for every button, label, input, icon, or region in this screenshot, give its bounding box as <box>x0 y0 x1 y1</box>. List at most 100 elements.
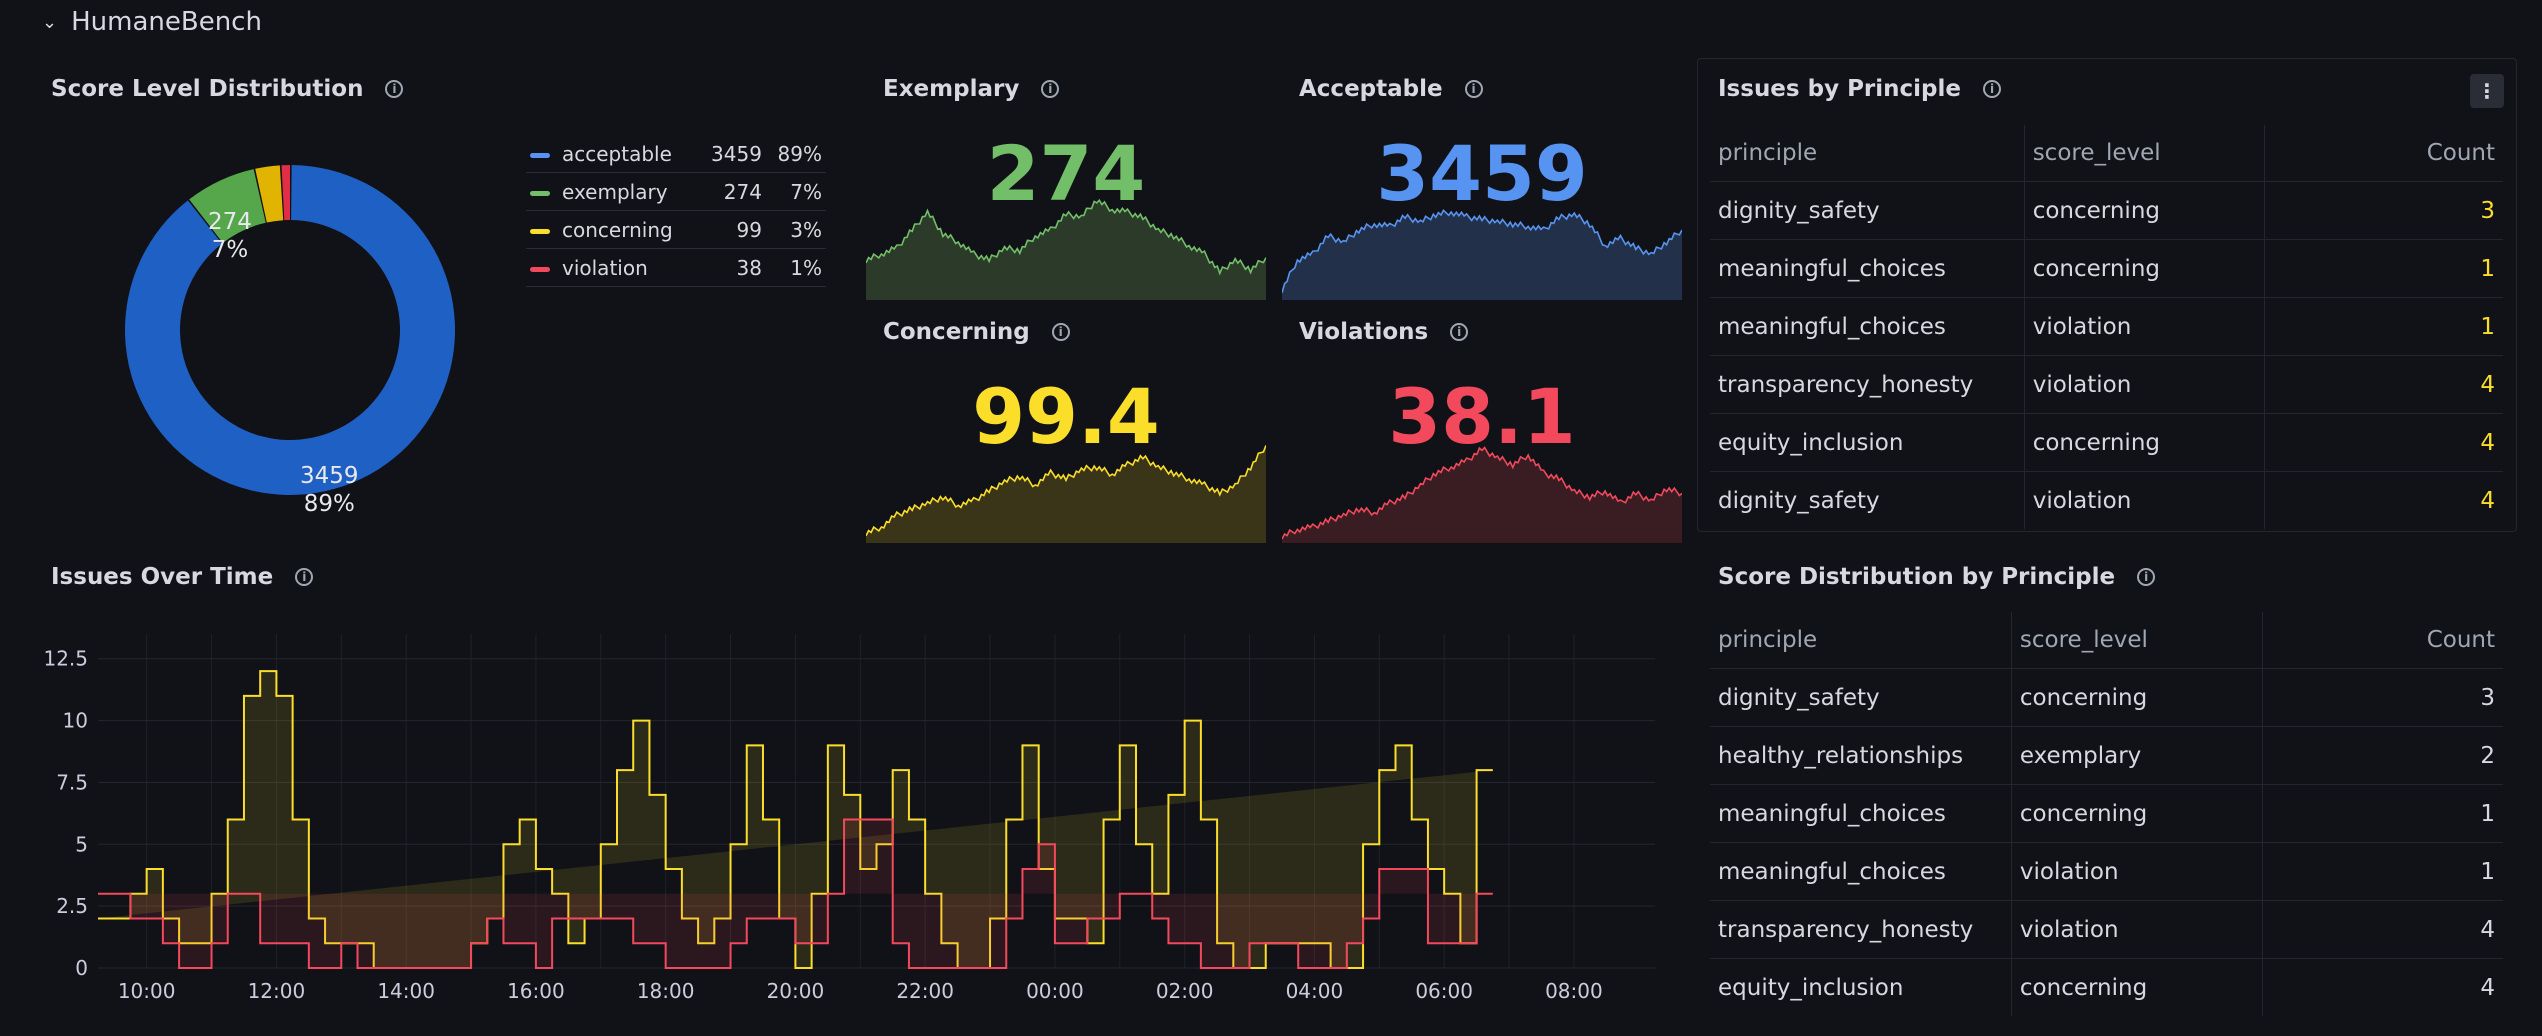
legend-count: 38 <box>698 248 766 287</box>
donut-acceptable-count: 3459 <box>300 463 359 489</box>
panel-title-text: Exemplary <box>883 76 1020 102</box>
info-icon[interactable]: i <box>385 80 404 98</box>
legend-swatch <box>530 190 550 196</box>
x-tick-label: 22:00 <box>896 979 954 1003</box>
column-header-count[interactable]: Count <box>2261 612 2503 669</box>
cell-principle: meaningful_choices <box>1710 842 2012 901</box>
sparkline-area <box>866 445 1266 543</box>
panel-menu-icon[interactable]: ⋮ <box>2470 74 2504 108</box>
info-icon[interactable]: i <box>1051 323 1070 341</box>
column-header-score-level[interactable]: score_level <box>2023 125 2265 182</box>
cell-count: 1 <box>2264 239 2503 298</box>
x-tick-label: 12:00 <box>248 979 306 1003</box>
stat-value: 274 <box>987 140 1146 218</box>
panel-title-text: Score Distribution by Principle <box>1718 564 2116 590</box>
panel-title-text: Issues Over Time <box>51 564 274 590</box>
column-header-principle[interactable]: principle <box>1718 140 1818 166</box>
donut-legend: acceptable 3459 89% exemplary 274 7% concernin… <box>526 135 826 287</box>
stat-title-acceptable: Acceptable i <box>1299 76 1483 102</box>
panel-title-text: Issues by Principle <box>1718 76 1961 102</box>
cell-principle: dignity_safety <box>1710 181 2025 240</box>
info-icon[interactable]: i <box>1041 80 1060 98</box>
column-header-score-level[interactable]: score_level <box>2010 612 2263 669</box>
panel-title-text: Score Level Distribution <box>51 76 364 102</box>
table-row: healthy_relationships exemplary 2 <box>1710 726 2503 785</box>
legend-item[interactable]: exemplary 274 7% <box>526 172 826 211</box>
table-row: meaningful_choices concerning 1 <box>1710 784 2503 843</box>
y-tick-label: 10 <box>63 709 88 733</box>
info-icon[interactable]: i <box>1464 80 1483 98</box>
donut-exemplary-count: 274 <box>208 209 252 235</box>
sparkline-line <box>1282 446 1682 540</box>
cell-principle: meaningful_choices <box>1710 239 2025 298</box>
info-icon[interactable]: i <box>1983 80 2001 98</box>
legend-item[interactable]: violation 38 1% <box>526 248 826 287</box>
donut-slice-concerning[interactable] <box>255 165 284 223</box>
x-tick-label: 16:00 <box>507 979 565 1003</box>
row-title: HumaneBench <box>71 7 262 37</box>
x-tick-label: 14:00 <box>377 979 435 1003</box>
cell-score-level: violation <box>2010 842 2263 901</box>
cell-principle: equity_inclusion <box>1710 413 2025 472</box>
table-row: dignity_safety concerning 3 <box>1710 668 2503 727</box>
cell-score-level: concerning <box>2010 958 2263 1016</box>
donut-slice-exemplary[interactable] <box>189 169 266 243</box>
y-tick-label: 2.5 <box>56 894 88 918</box>
legend-label: acceptable <box>562 141 672 166</box>
cell-count: 4 <box>2261 900 2503 959</box>
donut-slice-acceptable[interactable] <box>125 165 455 496</box>
cell-count: 1 <box>2261 842 2503 901</box>
table-header-row: principle score_level Count <box>1710 125 2503 182</box>
cell-score-level: concerning <box>2023 413 2265 472</box>
cell-principle: transparency_honesty <box>1710 355 2025 414</box>
issues-by-principle-table: principle score_level Count dignity_safety c… <box>1710 125 2503 529</box>
legend-item[interactable]: concerning 99 3% <box>526 210 826 249</box>
x-tick-label: 08:00 <box>1545 979 1603 1003</box>
donut-acceptable-pct: 89% <box>303 491 355 517</box>
row-header[interactable]: ⌄ HumaneBench <box>42 4 262 40</box>
stat-title-concerning: Concerning i <box>883 319 1070 345</box>
score-distribution-by-principle-table: principle score_level Count dignity_safety c… <box>1710 612 2503 1016</box>
cell-principle: transparency_honesty <box>1710 900 2012 959</box>
cell-score-level: violation <box>2023 471 2265 529</box>
info-icon[interactable]: i <box>2137 568 2156 586</box>
legend-count: 3459 <box>698 135 766 173</box>
column-header-principle[interactable]: principle <box>1718 627 1818 653</box>
sparkline-area <box>1282 210 1682 300</box>
info-icon[interactable]: i <box>295 568 314 586</box>
cell-score-level: concerning <box>2010 784 2263 843</box>
cell-score-level: exemplary <box>2010 726 2263 785</box>
x-tick-label: 18:00 <box>637 979 695 1003</box>
series-line-violation[interactable] <box>98 818 1493 969</box>
legend-item[interactable]: acceptable 3459 89% <box>526 135 826 173</box>
x-tick-label: 10:00 <box>118 979 176 1003</box>
legend-pct: 1% <box>765 248 826 287</box>
info-icon[interactable]: i <box>1450 323 1469 341</box>
sparkline-area <box>866 200 1266 300</box>
table-row: meaningful_choices concerning 1 <box>1710 239 2503 298</box>
table-row: meaningful_choices violation 1 <box>1710 297 2503 356</box>
table-row: dignity_safety concerning 3 <box>1710 181 2503 240</box>
donut-exemplary-pct: 7% <box>211 237 249 263</box>
issues-by-principle-panel <box>1697 58 2517 532</box>
stat-value: 3459 <box>1376 140 1588 218</box>
legend-count: 274 <box>698 172 766 211</box>
cell-score-level: concerning <box>2023 181 2265 240</box>
x-tick-label: 02:00 <box>1156 979 1214 1003</box>
table-row: dignity_safety violation 4 <box>1710 471 2503 529</box>
y-tick-label: 0 <box>75 956 88 980</box>
table-header-row: principle score_level Count <box>1710 612 2503 669</box>
column-header-count[interactable]: Count <box>2264 125 2503 182</box>
cell-count: 2 <box>2261 726 2503 785</box>
legend-pct: 3% <box>765 210 826 249</box>
stat-sparkline-concerning: 99.4 <box>866 383 1266 543</box>
panel-title-text: Violations <box>1299 319 1429 345</box>
donut-slice-violation[interactable] <box>281 165 290 221</box>
cell-count: 4 <box>2264 471 2503 529</box>
table-row: transparency_honesty violation 4 <box>1710 355 2503 414</box>
chevron-down-icon[interactable]: ⌄ <box>42 11 58 33</box>
stat-title-exemplary: Exemplary i <box>883 76 1060 102</box>
series-area-violation <box>98 819 1493 968</box>
cell-count: 4 <box>2264 355 2503 414</box>
cell-score-level: violation <box>2010 900 2263 959</box>
